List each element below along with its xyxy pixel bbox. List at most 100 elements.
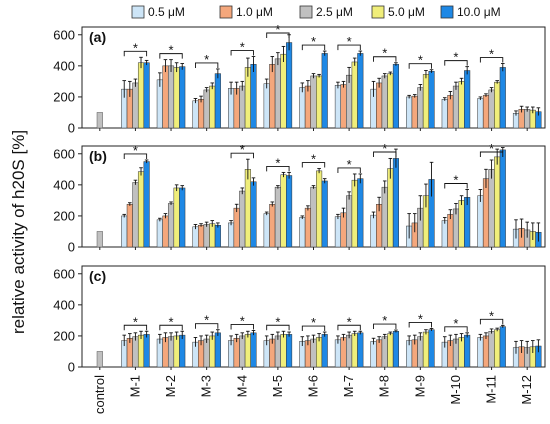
significance-bracket <box>230 50 254 56</box>
x-tick-label-M-12: M-12 <box>519 375 534 405</box>
bar-M-8-s4 <box>392 331 399 368</box>
bar-M-7-s0 <box>334 85 341 129</box>
significance-bracket <box>408 63 432 69</box>
bar-M-2-s4 <box>179 66 186 129</box>
bar-M-3-s1 <box>198 99 205 129</box>
x-tick-label-M-4: M-4 <box>234 375 249 397</box>
x-tick-label-M-2: M-2 <box>163 375 178 397</box>
bar-M-8-s0 <box>370 341 377 368</box>
y-tick-label: 0 <box>68 360 75 375</box>
bar-M-11-s4 <box>499 149 506 248</box>
significance-bracket <box>408 322 432 328</box>
significance-bracket <box>159 324 183 331</box>
bar-M-1-s3 <box>137 62 145 129</box>
significance-star: * <box>275 22 280 37</box>
significance-star: * <box>489 141 494 156</box>
legend-swatch-4 <box>440 5 454 19</box>
significance-star: * <box>133 143 138 158</box>
bar-M-5-s3 <box>280 334 287 368</box>
bar-M-11-s2 <box>488 331 495 368</box>
panel-label: (a) <box>89 29 106 45</box>
significance-star: * <box>453 316 458 331</box>
bar-M-5-s2 <box>274 58 281 129</box>
bar-control <box>96 112 103 129</box>
bar-M-1-s2 <box>132 182 139 248</box>
bar-M-10-s4 <box>464 70 471 129</box>
bar-M-7-s3 <box>351 179 358 248</box>
bar-M-5-s1 <box>269 204 276 248</box>
bar-M-1-s4 <box>143 161 150 248</box>
bar-M-5-s2 <box>274 335 281 368</box>
x-tick-label-M-10: M-10 <box>448 375 463 405</box>
bar-M-3-s3 <box>209 335 216 368</box>
bar-M-4-s3 <box>244 334 251 368</box>
bar-M-11-s0 <box>477 195 484 248</box>
bar-M-7-s0 <box>334 339 341 368</box>
y-tick-label: 0 <box>68 240 75 255</box>
bar-M-9-s3 <box>422 331 429 368</box>
panel-label: (b) <box>89 148 107 164</box>
x-tick-label-M-7: M-7 <box>341 375 356 397</box>
panel-label: (c) <box>89 268 106 284</box>
significance-bracket <box>266 324 290 331</box>
bar-M-11-s3 <box>494 81 501 129</box>
bar-M-10-s0 <box>441 220 448 248</box>
bar-M-6-s2 <box>310 186 317 248</box>
bar-M-5-s0 <box>263 213 270 248</box>
bar-M-11-s4 <box>499 326 506 368</box>
bar-M-6-s2 <box>310 338 317 368</box>
x-tick-label-M-9: M-9 <box>412 375 427 397</box>
bar-M-7-s1 <box>340 212 347 248</box>
bar-M-9-s1 <box>411 95 418 129</box>
significance-star: * <box>453 173 458 188</box>
x-tick-label-M-1: M-1 <box>127 375 142 397</box>
bar-M-8-s2 <box>381 75 388 129</box>
bar-M-3-s0 <box>192 226 199 248</box>
significance-bracket <box>159 53 183 59</box>
bar-M-3-s3 <box>209 85 216 129</box>
bar-M-7-s2 <box>346 195 353 248</box>
significance-star: * <box>204 52 209 67</box>
x-tick-label-M-3: M-3 <box>199 375 214 397</box>
significance-star: * <box>311 34 316 49</box>
y-tick-label: 0 <box>68 121 75 136</box>
bar-M-6-s4 <box>321 53 328 129</box>
significance-star: * <box>382 313 387 328</box>
y-tick-label: 400 <box>53 177 75 192</box>
significance-bracket <box>337 167 361 173</box>
significance-bracket <box>301 162 326 168</box>
bar-M-11-s4 <box>499 67 506 129</box>
bar-M-1-s3 <box>137 171 145 248</box>
bar-M-2-s2 <box>167 336 175 368</box>
bar-M-9-s4 <box>428 329 435 368</box>
bar-M-6-s2 <box>310 75 317 129</box>
bar-M-3-s4 <box>214 224 221 248</box>
legend-label-4: 10.0 μM <box>457 5 501 19</box>
significance-star: * <box>204 313 209 328</box>
bar-M-2-s4 <box>179 334 186 368</box>
significance-bracket <box>195 323 219 329</box>
bar-M-4-s4 <box>250 181 257 248</box>
bar-M-11-s2 <box>488 89 495 129</box>
bar-M-2-s2 <box>167 203 175 248</box>
bar-M-4-s4 <box>250 64 257 129</box>
legend-swatch-3 <box>371 5 385 19</box>
bar-M-1-s0 <box>121 215 128 248</box>
bar-M-5-s3 <box>280 53 287 129</box>
bar-M-10-s1 <box>447 95 454 129</box>
legend-label-3: 5.0 μM <box>388 5 425 19</box>
bar-M-6-s3 <box>316 337 323 368</box>
bar-M-7-s4 <box>357 53 364 129</box>
bar-M-8-s3 <box>387 73 394 129</box>
bar-M-11-s1 <box>482 178 490 248</box>
x-tick-label-M-8: M-8 <box>377 375 392 397</box>
bar-M-2-s2 <box>167 65 175 129</box>
bar-M-8-s2 <box>381 336 388 368</box>
x-axis-labels: control M-1 M-2 M-3 M-4 M-5 M-6 M-7 M-8 M-9 M-10 M-… <box>92 375 534 414</box>
bar-M-5-s4 <box>286 175 293 248</box>
bar-M-11-s1 <box>482 335 490 368</box>
y-tick-label: 200 <box>53 328 75 343</box>
significance-star: * <box>311 315 316 330</box>
bar-M-3-s0 <box>192 100 199 129</box>
